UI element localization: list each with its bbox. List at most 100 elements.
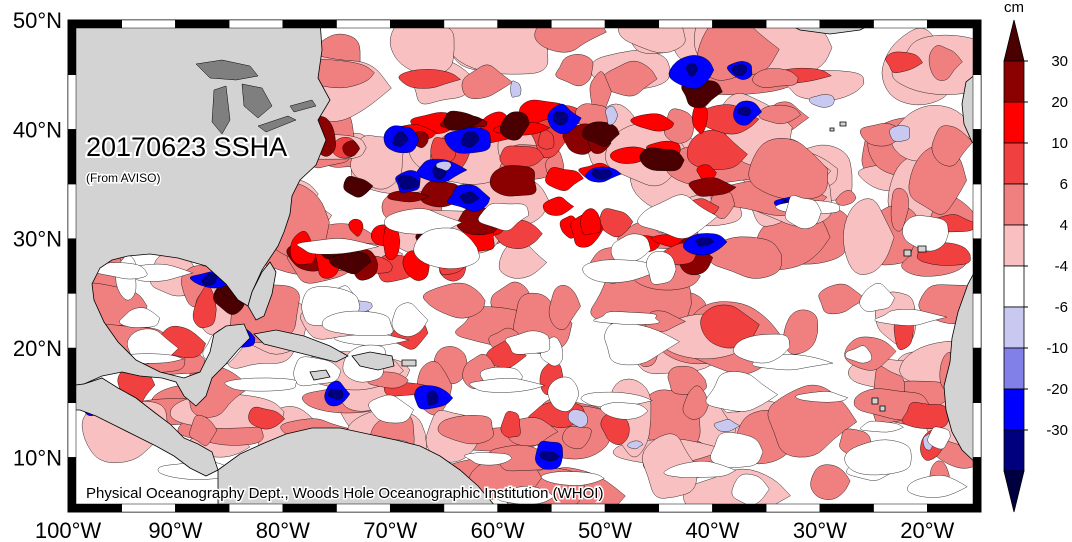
longitude-label: 30°W [793,518,847,542]
longitude-label: 40°W [685,518,739,542]
lat-axis-segment [972,238,982,294]
lon-axis-segment [551,503,606,513]
anomaly-contour [927,426,951,450]
colorbar-bin [1003,142,1025,185]
anomaly-contour [459,191,480,204]
colorbar-label: -30 [1046,422,1068,439]
lon-axis-segment [765,503,821,513]
anomaly-contour [343,176,374,198]
anomaly-contour [189,414,218,446]
anomaly-contour [469,377,546,393]
longitude-label: 70°W [363,518,417,542]
data-source: (From AVISO) [86,171,160,185]
lat-axis-segment [67,347,77,403]
anomaly-contour [646,251,677,285]
anomaly-contour [784,195,822,229]
anomaly-contour [795,391,849,403]
anomaly-contour [589,71,612,114]
anomaly-contour [435,161,452,171]
colorbar-label: 10 [1051,135,1068,152]
anomaly-contour [627,440,644,450]
lon-axis-segment [282,503,337,513]
anomaly-contour [859,282,895,312]
anomaly-contour [545,167,584,191]
colorbar-bin [1003,265,1025,308]
anomaly-contour [591,169,613,180]
anomaly-contour [489,165,537,197]
colorbar-label: -20 [1046,381,1068,398]
anomaly-contour [391,302,429,337]
lat-axis-segment [67,293,77,349]
lake-huron [241,83,273,119]
anomaly-contour [460,130,480,148]
lat-axis-segment [67,19,77,75]
axis-bars [67,19,982,513]
anomaly-contour [504,330,551,355]
anomaly-contour [907,475,968,498]
colorbar-bin [1003,429,1025,472]
colorbar-bin [1003,470,1025,513]
lon-axis-segment [175,19,230,29]
lon-axis-segment [604,19,660,29]
map-title: 20170623 SSHA [86,132,287,162]
colorbar-label: -10 [1046,340,1068,357]
anomaly-contour [767,384,858,458]
lon-axis-segment [658,503,713,513]
anomaly-contour [567,409,588,428]
latitude-label: 50°N [13,8,62,33]
anomaly-contour [540,471,605,486]
colorbar-unit: cm [1004,0,1024,16]
lon-axis-segment [228,19,284,29]
cuba-island [253,329,349,363]
anomaly-contour [368,394,414,424]
colorbar-label: 6 [1060,176,1068,193]
lon-axis-segment [282,19,337,29]
anomaly-contour [890,187,909,232]
lon-axis-segment [497,503,552,513]
anomaly-contour [539,451,560,462]
anomaly-contour [552,111,569,126]
anomaly-contour [901,402,951,429]
lon-axis-segment [228,503,284,513]
longitude-label: 100°W [35,518,102,542]
anomaly-contour [499,145,545,168]
anomaly-contour [748,138,829,200]
anomaly-contour [580,208,602,236]
anomaly-contour [593,311,660,325]
anomaly-contour [397,174,420,190]
anomaly-contour [663,108,695,144]
anomaly-contour [387,190,430,203]
anomaly-contour [342,140,361,157]
lon-axis-segment [873,503,928,513]
colorbar-bin [1003,224,1025,267]
lat-axis-segment [972,457,982,513]
anomaly-contour [663,460,737,478]
anomaly-contour [423,282,486,319]
anomaly-contour [733,333,791,364]
great-lakes [195,59,317,135]
anomaly-contour [705,371,779,412]
lat-axis-segment [972,293,982,349]
anomaly-contour [902,215,949,252]
longitude-labels: 100°W 90°W 80°W 70°W 60°W 50°W 40°W 30°W 20°W [35,518,955,542]
lon-axis-segment [819,503,874,513]
colorbar: cm 30 20 10 6 4 -4 -6 -10 -20 -30 [1003,0,1068,513]
lat-axis-segment [972,402,982,458]
lon-axis-segment [336,19,391,29]
anomaly-contour [582,259,661,283]
anomaly-contour [889,125,910,142]
lat-axis-segment [67,238,77,294]
anomaly-contour [713,419,741,432]
anomaly-contour [537,128,555,150]
lon-axis-segment [873,19,928,29]
lake-michigan [211,85,231,135]
lon-axis-segment [336,503,391,513]
lat-axis-segment [67,129,77,185]
anomaly-contour [201,272,217,286]
anomaly-contour [461,64,513,99]
lon-axis-segment [175,503,230,513]
anomaly-contour [610,233,651,264]
anomaly-contour [758,104,801,125]
lon-axis-segment [389,19,445,29]
lat-axis-segment [972,129,982,185]
